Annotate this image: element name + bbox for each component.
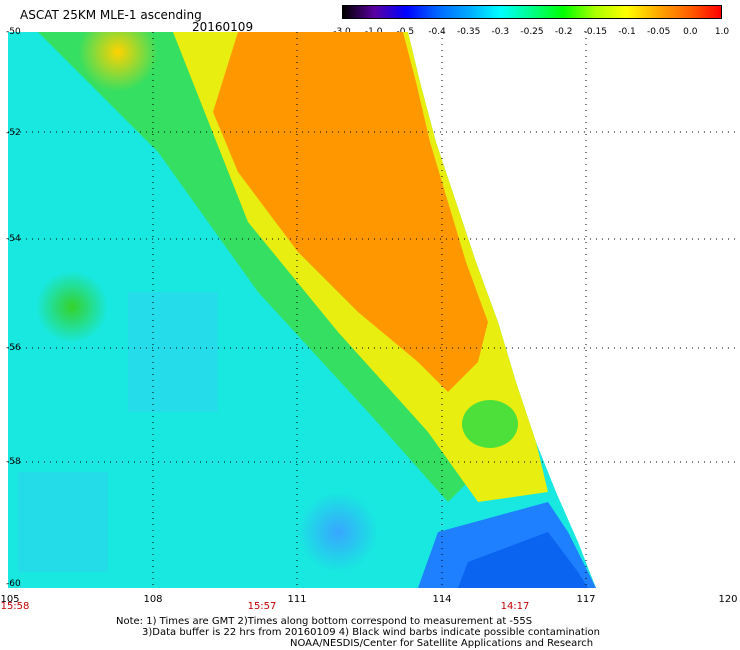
green-blob [36,271,108,343]
colorbar-label: 1.0 [714,27,730,37]
lat-label: -54 [6,234,21,244]
blue-area-dark [458,532,588,588]
colorbar-label: 0.0 [683,27,698,37]
colorbar-label: -0.2 [554,27,573,37]
lat-label: -56 [6,343,21,353]
map-plot [8,32,738,588]
yellow-blob [78,32,158,92]
lon-label: 108 [143,594,163,605]
lon-label: 117 [576,594,596,605]
colorbar-label: -0.05 [647,27,671,37]
colorbar-label: -0.1 [618,27,636,37]
map-title: ASCAT 25KM MLE-1 ascending [20,8,202,22]
cyan-patch [18,472,108,572]
footer-note-2: 3)Data buffer is 22 hrs from 20160109 4)… [142,627,600,638]
lat-label: -52 [6,128,21,138]
orange-core [213,32,488,392]
lat-label: -50 [6,27,21,37]
lon-label: 120 [718,594,738,605]
time-label: 15:58 [0,601,30,612]
colorbar-label: -0.25 [520,27,544,37]
cyan-patch [128,292,218,412]
lon-label: 105 [0,594,20,605]
colorbar-label: -0.4 [428,27,446,37]
time-label: 14:17 [500,601,530,612]
blue-blob [298,492,378,572]
green-eddy [462,400,518,448]
time-label: 15:57 [247,601,277,612]
footer-credit: NOAA/NESDIS/Center for Satellite Applica… [290,638,594,649]
colorbar-label: -0.3 [491,27,510,37]
lon-label: 114 [432,594,452,605]
lat-label: -60 [6,579,21,589]
colorbar [342,5,722,19]
footer-note-1: Note: 1) Times are GMT 2)Times along bot… [116,616,533,627]
colorbar-label: -0.35 [457,27,481,37]
map-date: 20160109 [192,20,254,34]
lon-label: 111 [287,594,307,605]
colorbar-label: -0.15 [583,27,607,37]
lat-label: -58 [6,457,21,467]
green-band [38,32,478,502]
